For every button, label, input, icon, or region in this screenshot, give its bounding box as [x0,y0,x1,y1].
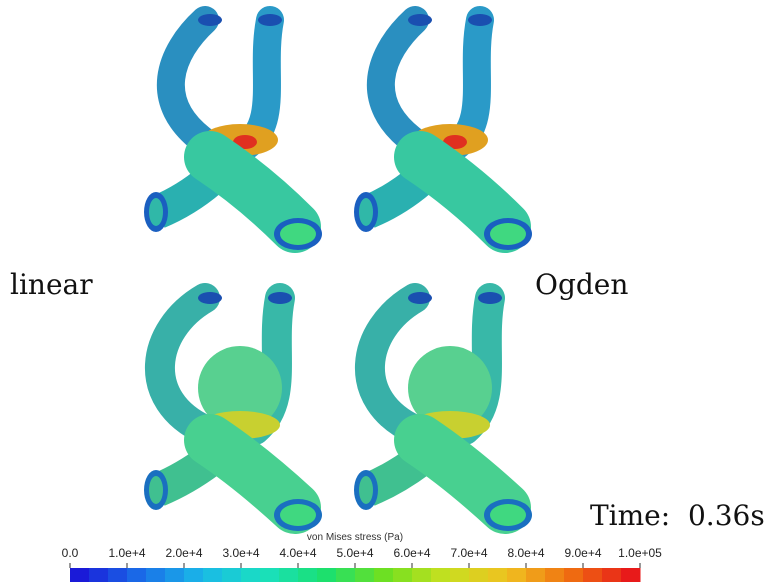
linear-model-top [144,14,322,250]
colorbar-band [317,568,337,582]
colorbar-band [526,568,546,582]
colorbar-tick-label: 8.0e+4 [507,546,544,560]
colorbar: 0.0 1.0e+4 2.0e+4 3.0e+4 4.0e+4 5.0e+4 6.0e+4 7… [62,546,663,582]
colorbar-band [583,568,603,582]
colorbar-band [241,568,261,582]
colorbar-band [279,568,299,582]
time-label: Time: 0.36s [590,499,765,532]
colorbar-band [393,568,413,582]
colorbar-band [412,568,432,582]
colorbar-band [507,568,527,582]
colorbar-tick-label: 0.0 [62,546,79,560]
colorbar-band [298,568,318,582]
linear-label: linear [10,268,93,301]
colorbar-band [89,568,109,582]
colorbar-band [165,568,185,582]
colorbar-band [260,568,280,582]
colorbar-tick-label: 9.0e+4 [564,546,601,560]
colorbar-tick-label: 5.0e+4 [336,546,373,560]
colorbar-tick-label: 4.0e+4 [279,546,316,560]
colorbar-band [127,568,147,582]
colorbar-band [431,568,451,582]
linear-model-bottom [144,292,322,531]
colorbar-band [450,568,470,582]
colorbar-band [336,568,356,582]
colorbar-band [564,568,584,582]
colorbar-band [355,568,375,582]
colorbar-band [70,568,90,582]
colorbar-tick-label: 1.0e+05 [618,546,662,560]
figure: linear Ogden Time: 0.36s von Mises stres… [0,0,770,586]
colorbar-band [545,568,565,582]
colorbar-band [621,568,641,582]
colorbar-band [374,568,394,582]
colorbar-band [488,568,508,582]
colorbar-band [184,568,204,582]
colorbar-band [203,568,223,582]
colorbar-band [469,568,489,582]
colorbar-tick-label: 3.0e+4 [222,546,259,560]
ogden-model-top [354,14,532,250]
ogden-label: Ogden [535,268,628,301]
colorbar-tick-label: 7.0e+4 [450,546,487,560]
colorbar-band [146,568,166,582]
ogden-model-bottom [354,292,532,531]
colorbar-tick-label: 2.0e+4 [165,546,202,560]
colorbar-band [602,568,622,582]
colorbar-title: von Mises stress (Pa) [307,532,403,543]
colorbar-band [222,568,242,582]
colorbar-tick-label: 1.0e+4 [108,546,145,560]
colorbar-band [108,568,128,582]
colorbar-tick-label: 6.0e+4 [393,546,430,560]
